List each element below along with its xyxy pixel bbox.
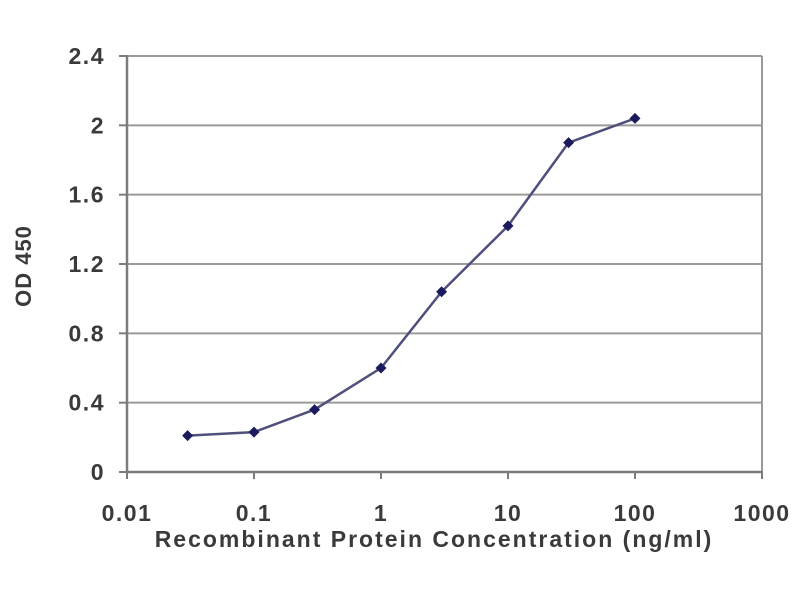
x-tick-label: 100 (614, 500, 657, 526)
y-tick-label: 2 (91, 112, 105, 138)
data-point-marker (563, 137, 575, 149)
y-tick-label: 0 (91, 459, 105, 485)
axes (119, 55, 763, 479)
x-tick-label: 10 (494, 500, 523, 526)
data-point-marker (182, 430, 194, 442)
y-tick-label: 1.2 (69, 251, 105, 277)
y-tick-label: 0.4 (69, 390, 105, 416)
data-point-marker (502, 220, 514, 232)
data-point-marker (309, 404, 321, 416)
series-line (186, 117, 637, 437)
y-tick-label: 0.8 (69, 320, 105, 346)
data-point-marker (375, 362, 387, 374)
x-tick-label: 1000 (733, 500, 790, 526)
y-tick-label: 1.6 (69, 182, 105, 208)
y-tick-label: 2.4 (69, 43, 105, 69)
data-point-marker (436, 286, 448, 298)
data-point-marker (248, 426, 260, 438)
data-series (182, 112, 641, 442)
x-tick-label: 0.01 (102, 500, 153, 526)
y-axis-title: OD 450 (11, 225, 36, 307)
x-axis-title: Recombinant Protein Concentration (ng/ml… (155, 526, 714, 552)
gridlines (127, 55, 763, 472)
data-point-marker (629, 112, 641, 124)
x-tick-label: 0.1 (236, 500, 272, 526)
x-tick-label: 1 (374, 500, 388, 526)
tick-labels: 0 0.4 0.8 1.2 1.6 2 2.4 0.01 0.1 1 10 100 1000 (69, 43, 790, 526)
